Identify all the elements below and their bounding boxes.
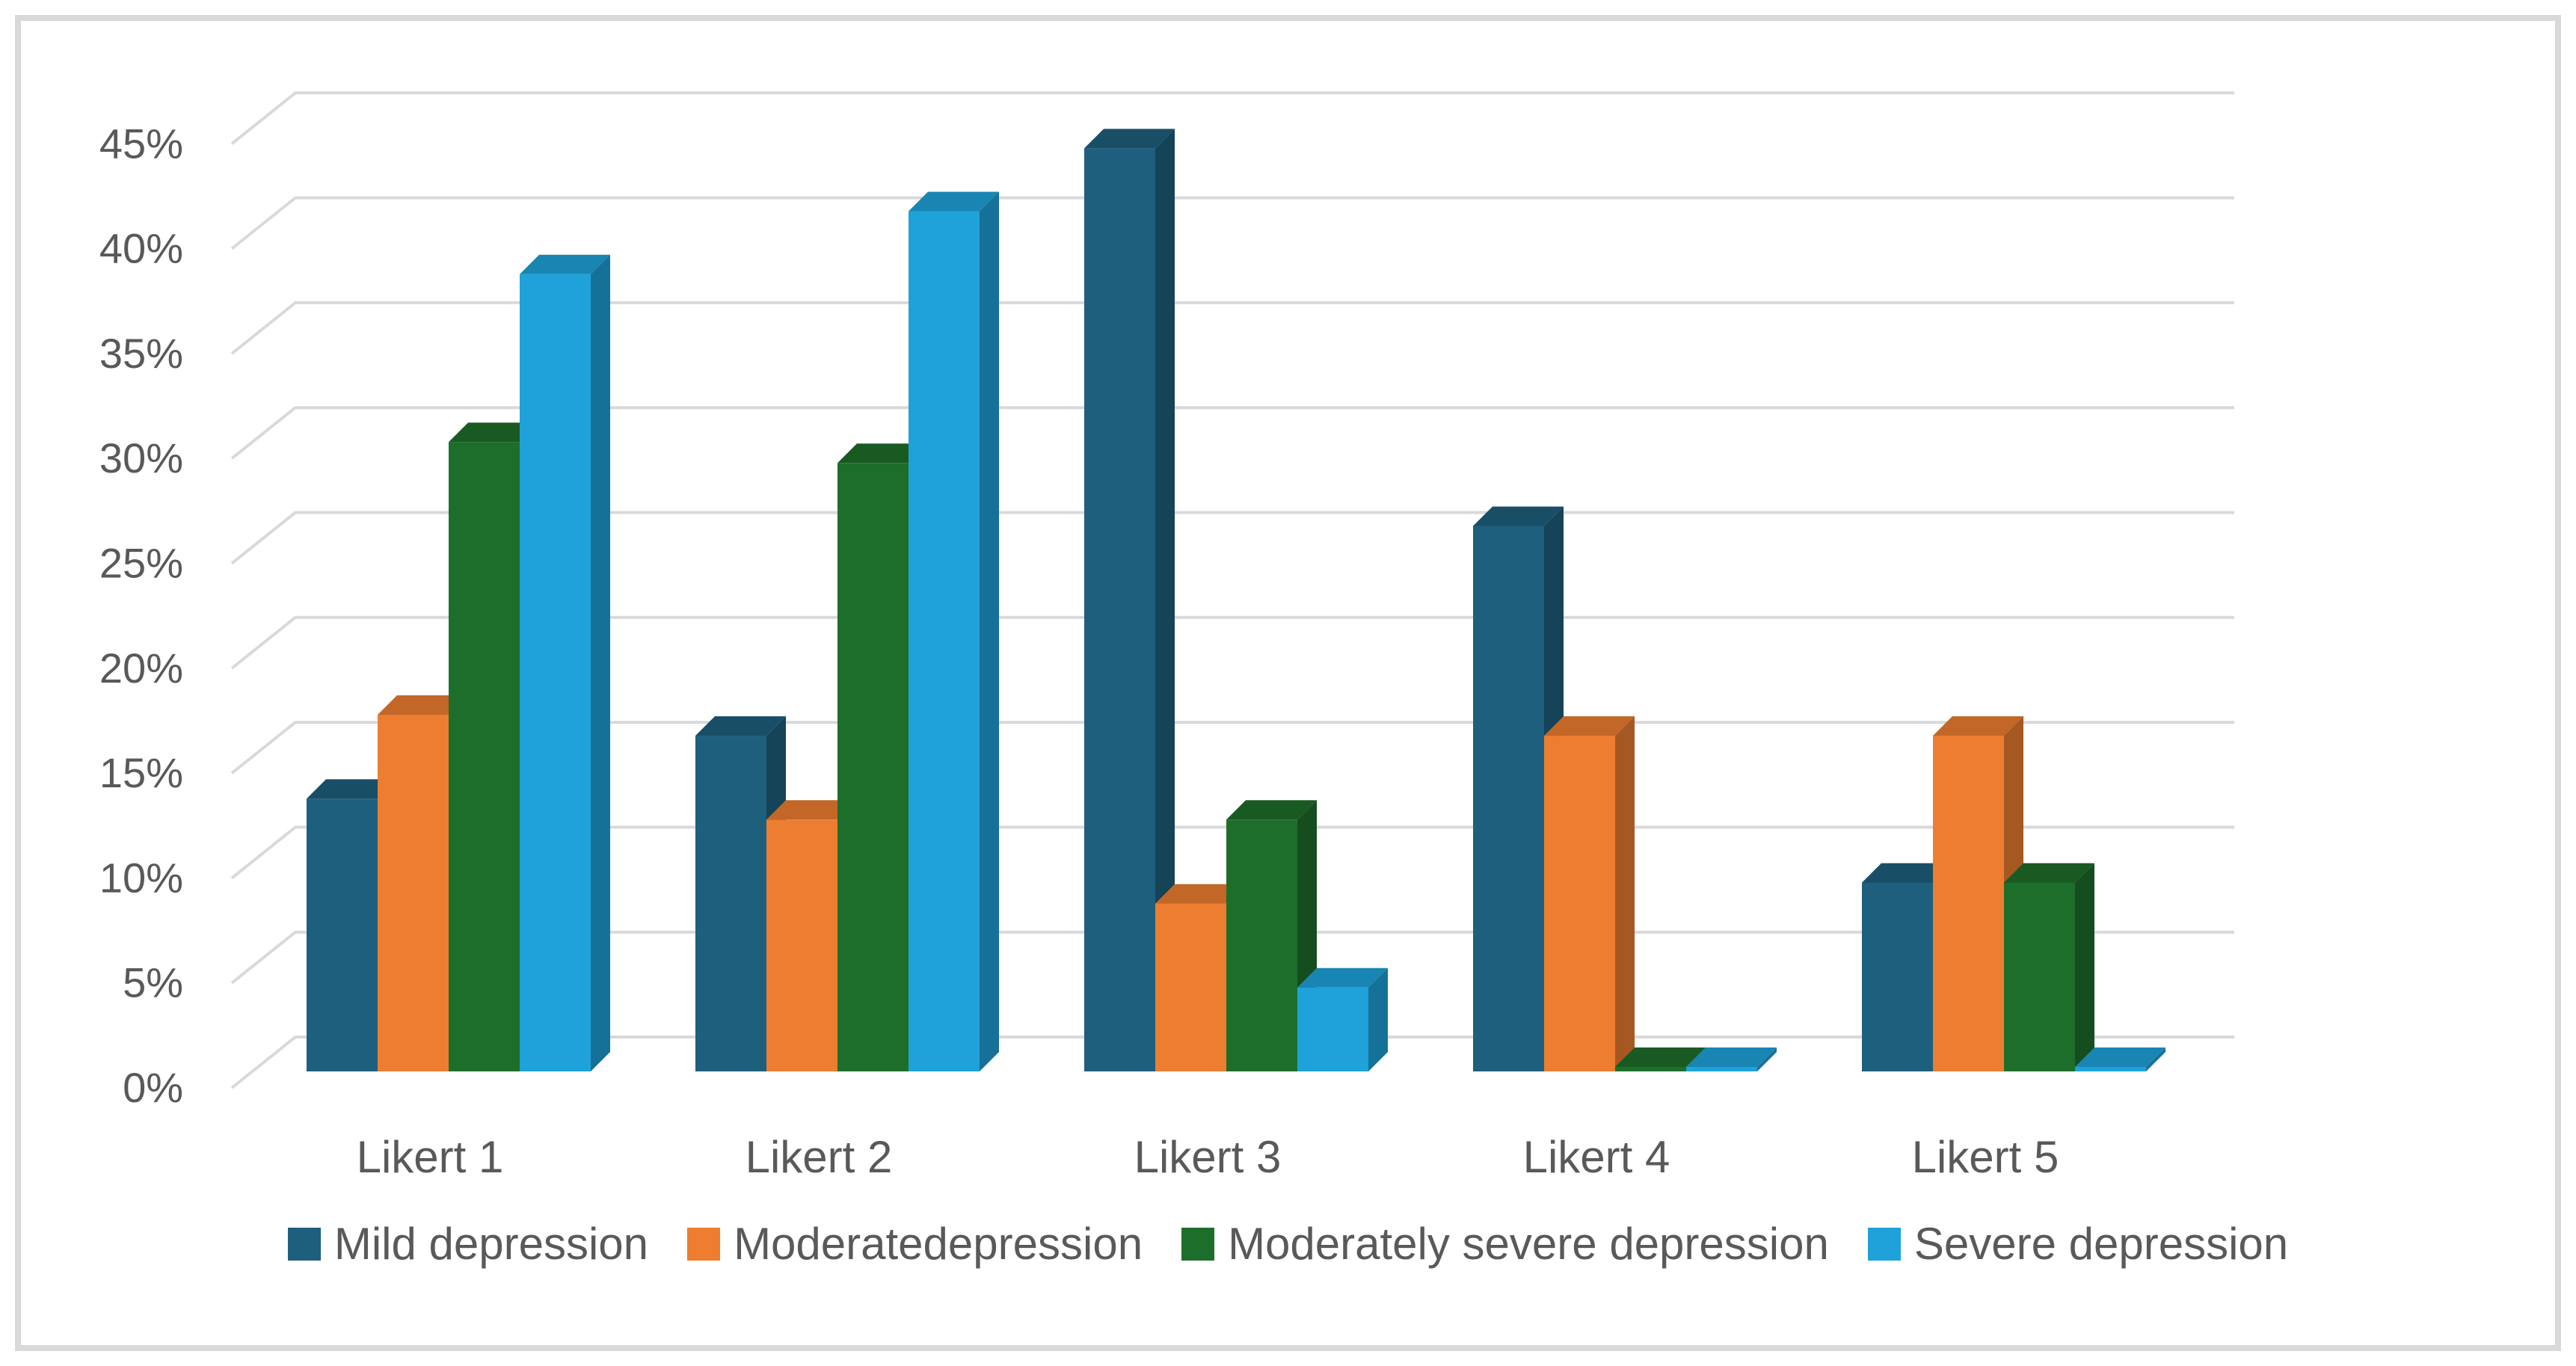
bar-top-face (520, 254, 610, 274)
y-tick-label-30: 30% (99, 434, 183, 482)
bar-side-face (1155, 129, 1175, 1072)
bar-moderately-severe-depression-likert-5 (2004, 863, 2094, 1071)
bar-front-face (378, 714, 449, 1071)
legend-label-0: Mild depression (333, 1219, 649, 1269)
legend-swatch-0 (287, 1228, 321, 1261)
bar-top-face (2075, 1047, 2165, 1067)
bar-side-face (1615, 716, 1635, 1071)
y-tick-label-45: 45% (99, 120, 183, 167)
x-category-label-1: Likert 1 (357, 1132, 504, 1182)
y-tick-label-40: 40% (99, 225, 183, 272)
bar-front-face (1473, 526, 1544, 1071)
bar-severe-depression-likert-4 (1686, 1047, 1777, 1071)
legend-label-2: Moderately severe depression (1228, 1219, 1829, 1269)
legend-item-3: Severe depression (1867, 1219, 2289, 1269)
bar-top-face (1544, 716, 1635, 736)
bar-front-face (695, 736, 766, 1071)
gridline-45 (230, 91, 2234, 145)
bar-front-face (2004, 882, 2075, 1071)
bar-side-face (980, 191, 999, 1071)
bar-side-face (591, 254, 610, 1072)
bar-front-face (307, 799, 378, 1071)
bar-front-face (1933, 736, 2004, 1071)
bar-front-face (520, 274, 591, 1072)
bar-front-face (1226, 819, 1297, 1071)
y-tick-label-15: 15% (99, 749, 183, 796)
bar-top-face (1226, 800, 1317, 820)
bar-top-face (1933, 716, 2023, 736)
bar-severe-depression-likert-2 (909, 191, 999, 1071)
bar-severe-depression-likert-1 (520, 254, 610, 1072)
bar-front-face (909, 211, 980, 1071)
legend-item-0: Mild depression (287, 1219, 649, 1269)
bar-front-face (1615, 1067, 1686, 1071)
gridline-30 (230, 406, 2234, 460)
bar-front-face (837, 463, 909, 1071)
bar-front-face (2075, 1067, 2146, 1071)
bar-moderatedepression-likert-4 (1544, 716, 1635, 1071)
y-tick-label-5: 5% (123, 959, 183, 1006)
y-tick-label-10: 10% (99, 854, 183, 901)
bar-front-face (766, 819, 837, 1071)
bar-front-face (1084, 148, 1155, 1072)
bar-top-face (695, 716, 786, 736)
gridline-35 (230, 301, 2234, 355)
legend-label-3: Severe depression (1913, 1219, 2289, 1269)
bar-front-face (449, 442, 520, 1071)
y-tick-label-20: 20% (99, 644, 183, 692)
bar-mild-depression-likert-3 (1084, 129, 1175, 1072)
bar-top-face (766, 800, 857, 820)
bar-top-face (1084, 129, 1175, 149)
bar-top-face (307, 779, 397, 799)
y-tick-label-25: 25% (99, 540, 183, 587)
bar-top-face (1297, 967, 1388, 988)
gridline-25 (230, 511, 2234, 565)
bar-side-face (1757, 1047, 1777, 1071)
bar-severe-depression-likert-5 (2075, 1047, 2165, 1071)
bar-front-face (1862, 882, 1933, 1071)
bar-side-face (1368, 967, 1388, 1071)
bar-top-face (909, 191, 999, 212)
x-category-label-4: Likert 4 (1523, 1132, 1670, 1182)
bar-top-face (1473, 506, 1564, 526)
bar-top-face (1862, 863, 1952, 883)
bar-severe-depression-likert-3 (1297, 967, 1388, 1071)
bar-front-face (1155, 903, 1226, 1071)
legend-label-1: Moderatedepression (734, 1219, 1143, 1269)
legend-item-2: Moderately severe depression (1181, 1222, 1829, 1267)
bar-top-face (837, 443, 928, 464)
chart-frame (15, 15, 2561, 1351)
legend-swatch-3 (1867, 1228, 1901, 1261)
gridline-40 (230, 196, 2234, 250)
bar-moderately-severe-depression-likert-3 (1226, 800, 1317, 1071)
bar-top-face (378, 695, 468, 715)
x-category-label-5: Likert 5 (1912, 1132, 2059, 1182)
bar-top-face (2004, 863, 2094, 883)
bar-top-face (1686, 1047, 1777, 1067)
bar-front-face (1686, 1067, 1757, 1071)
legend: Mild depression Moderatedepression Moderat… (0, 1222, 2576, 1267)
bar-top-face (1155, 884, 1246, 904)
legend-swatch-2 (1181, 1228, 1215, 1261)
bar-front-face (1544, 736, 1615, 1071)
bar-side-face (2146, 1047, 2165, 1071)
bar-top-face (449, 422, 539, 443)
y-tick-label-35: 35% (99, 330, 183, 377)
gridline-20 (230, 615, 2234, 670)
bar-front-face (1297, 987, 1368, 1071)
y-tick-label-0: 0% (123, 1064, 183, 1111)
legend-swatch-1 (687, 1228, 721, 1261)
legend-item-1: Moderatedepression (687, 1222, 1143, 1267)
bar-side-face (2075, 863, 2094, 1071)
bar-top-face (1615, 1047, 1706, 1067)
x-category-label-2: Likert 2 (746, 1132, 893, 1182)
x-category-label-3: Likert 3 (1134, 1132, 1282, 1182)
